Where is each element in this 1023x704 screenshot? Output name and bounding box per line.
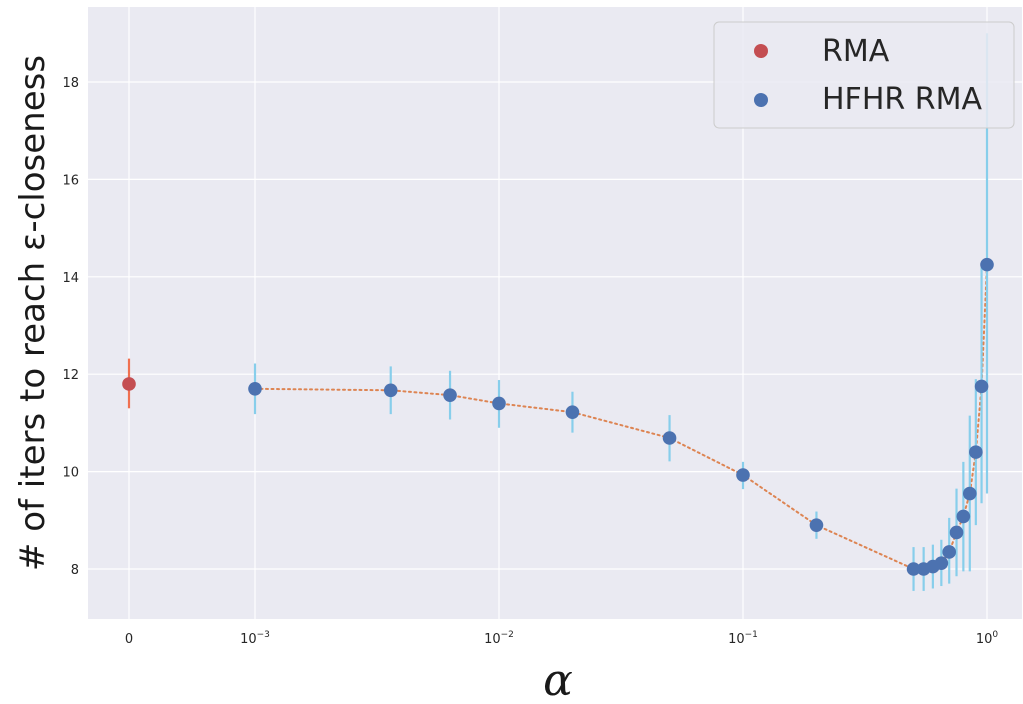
legend-frame	[713, 21, 1015, 129]
data-point	[962, 486, 977, 501]
data-point	[809, 518, 824, 532]
x-tick-label: 10−2	[484, 630, 514, 647]
x-tick-label: 10−3	[240, 630, 270, 647]
data-point	[122, 377, 136, 391]
data-point	[565, 405, 580, 419]
data-point	[248, 382, 262, 396]
data-point	[906, 562, 921, 576]
data-point	[980, 257, 994, 272]
data-point	[942, 545, 957, 559]
markers	[122, 257, 994, 576]
x-tick-label: 100	[976, 630, 999, 647]
legend-marker-hfhr-rma	[754, 93, 768, 107]
legend-label-rma: RMA	[822, 34, 890, 69]
x-axis-label: α	[543, 655, 573, 704]
data-point	[736, 468, 750, 482]
axis-ticks: 8 10 12 14 16 18 0 10−3 10−2 10−1 100	[62, 76, 998, 647]
x-tick-label: 0	[125, 632, 133, 647]
data-point	[662, 431, 677, 445]
legend: RMA HFHR RMA	[713, 21, 1015, 129]
data-point	[974, 379, 989, 394]
data-point	[383, 383, 398, 398]
x-tick-label: 10−1	[728, 630, 758, 647]
data-point	[956, 509, 971, 524]
data-point	[934, 556, 949, 570]
data-point	[492, 396, 506, 411]
legend-label-hfhr-rma: HFHR RMA	[822, 82, 982, 117]
y-tick-label: 8	[71, 563, 79, 578]
y-tick-label: 14	[62, 271, 79, 286]
y-tick-label: 18	[62, 76, 79, 91]
y-tick-label: 12	[62, 368, 79, 383]
y-tick-label: 10	[62, 466, 79, 481]
data-point	[443, 388, 457, 402]
legend-marker-rma	[754, 44, 768, 58]
data-point	[949, 525, 964, 540]
data-point	[969, 445, 983, 459]
y-axis-label: # of iters to reach ε-closeness	[13, 55, 53, 571]
y-tick-label: 16	[62, 173, 79, 188]
